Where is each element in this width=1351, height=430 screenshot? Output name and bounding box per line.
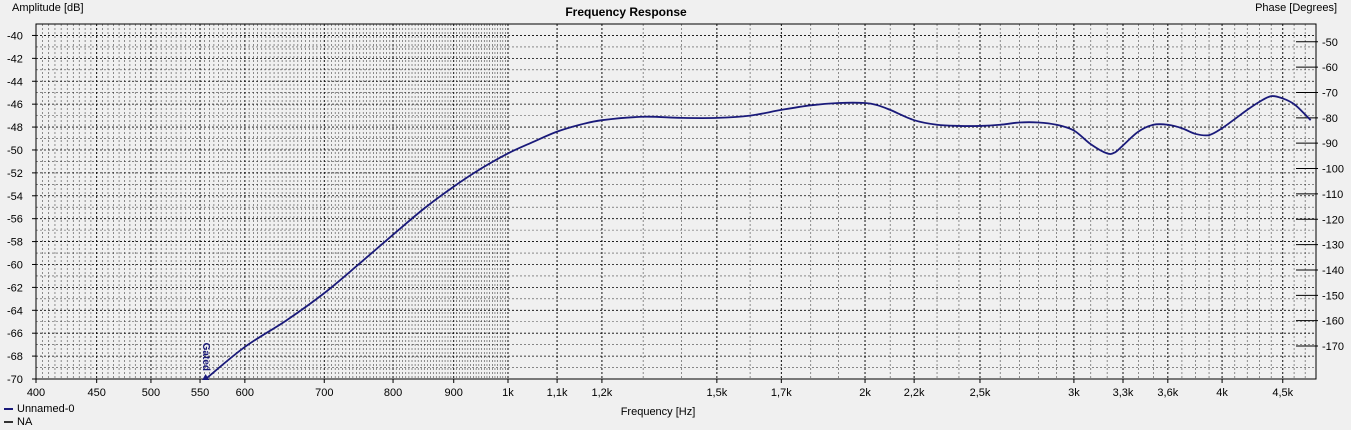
left-y-axis-label: Amplitude [dB] [12,2,84,14]
right-y-axis-label: Phase [Degrees] [1255,2,1337,14]
gated-annotation-label: Gated [200,343,211,371]
x-tick-label: 550 [191,387,209,399]
left-y-tick-label: -58 [7,237,23,249]
gated-marker [202,374,210,380]
left-y-tick-label: -64 [7,305,23,317]
x-tick-label: 3,3k [1113,387,1134,399]
x-tick-label: 1,5k [706,387,727,399]
x-tick-label: 450 [87,387,105,399]
left-y-tick-label: -68 [7,351,23,363]
left-y-axis-ticks: -40 -42 -44 -46 -48 -50 -52 -54 -56 -58 -60 -62 -64 -… [7,30,36,386]
legend-swatch [4,408,13,410]
right-y-tick-label: -150 [1322,290,1344,302]
legend-swatch [4,421,13,423]
x-tick-label: 1,2k [592,387,613,399]
x-tick-label: 800 [384,387,402,399]
x-axis-label: Frequency [Hz] [621,406,696,418]
right-y-tick-label: -80 [1322,113,1338,125]
series-layer [205,95,1312,380]
x-tick-label: 400 [27,387,45,399]
x-tick-label: 2,5k [970,387,991,399]
left-y-tick-label: -54 [7,191,23,203]
x-tick-label: 4k [1216,387,1228,399]
left-y-tick-label: -66 [7,328,23,340]
left-y-tick-label: -56 [7,214,23,226]
right-y-tick-label: -90 [1322,138,1338,150]
x-tick-label: 3,6k [1157,387,1178,399]
left-y-tick-label: -48 [7,122,23,134]
left-y-tick-label: -50 [7,145,23,157]
right-y-axis-ticks: -50 -60 -70 -80 -90 -100 -110 -120 -130 -140 -150 -… [1296,37,1344,353]
left-y-tick-label: -46 [7,99,23,111]
right-y-tick-label: -110 [1322,189,1343,201]
x-tick-label: 600 [236,387,254,399]
left-y-tick-label: -70 [7,374,23,386]
annotation-layer: Gated [200,343,211,380]
left-y-tick-label: -60 [7,259,23,271]
legend-item-series-0: Unnamed-0 [4,403,74,415]
series-line-0 [205,95,1312,380]
minor-gridlines [35,24,1317,379]
x-tick-label: 3k [1068,387,1080,399]
x-tick-label: 4,5k [1272,387,1293,399]
left-y-tick-label: -42 [7,53,23,65]
x-tick-label: 1k [502,387,514,399]
right-y-tick-label: -60 [1322,62,1338,74]
left-y-tick-label: -62 [7,282,23,294]
right-y-tick-label: -170 [1322,341,1344,353]
left-y-tick-label: -44 [7,76,23,88]
right-y-tick-label: -130 [1322,240,1344,252]
chart-title: Frequency Response [565,5,687,19]
left-y-tick-label: -40 [7,30,23,42]
legend-label: NA [17,416,33,428]
right-y-tick-label: -120 [1322,214,1344,226]
x-axis-ticks: 400 450 500 550 600 700 800 900 1k 1,1k 1,2k 1,5k 1,… [27,379,1294,399]
x-tick-label: 2k [859,387,871,399]
plot-area [36,24,1316,379]
right-y-tick-label: -140 [1322,265,1344,277]
x-tick-label: 900 [445,387,463,399]
right-y-tick-label: -100 [1322,164,1344,176]
legend-label: Unnamed-0 [17,403,75,415]
x-tick-label: 500 [142,387,160,399]
x-tick-label: 1,1k [547,387,568,399]
right-y-tick-label: -70 [1322,87,1338,99]
right-y-tick-label: -160 [1322,316,1344,328]
legend-item-series-1: NA [4,416,32,428]
x-tick-label: 2,2k [904,387,925,399]
x-tick-label: 700 [315,387,333,399]
right-y-tick-label: -50 [1322,37,1338,49]
plot-frame [35,23,1317,380]
left-y-tick-label: -52 [7,168,23,180]
x-tick-label: 1,7k [771,387,792,399]
